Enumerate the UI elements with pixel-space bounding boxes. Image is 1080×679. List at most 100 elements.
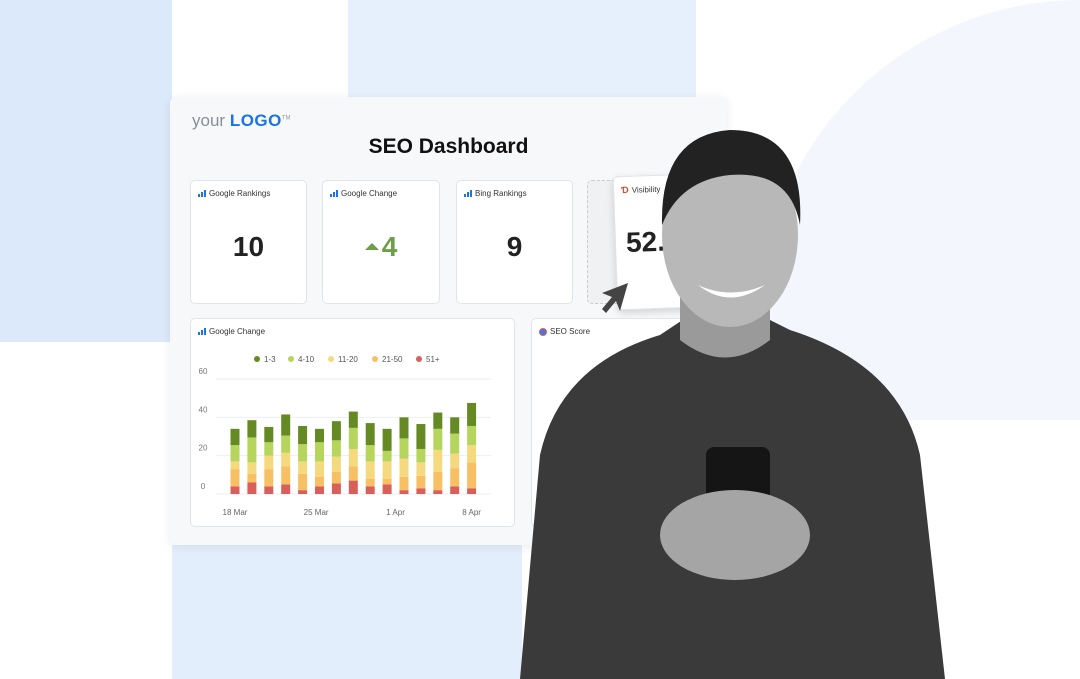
bar-segment xyxy=(433,471,443,491)
x-tick-label: 18 Mar xyxy=(223,508,248,517)
logo: your LOGOTM xyxy=(192,111,291,130)
bar-segment xyxy=(230,461,240,470)
bar-segment xyxy=(298,473,308,491)
bar-segment xyxy=(315,476,324,487)
bar-segment xyxy=(382,450,392,462)
bar-segment xyxy=(298,444,308,462)
legend-label: 21-50 xyxy=(382,355,403,364)
bar-segment xyxy=(382,484,392,494)
bar-segment xyxy=(365,423,375,446)
y-tick-label: 20 xyxy=(199,444,208,453)
bar-segment xyxy=(433,449,443,472)
card-google-change[interactable]: Google Change 4 xyxy=(322,180,440,304)
card-label: Bing Rankings xyxy=(475,189,527,198)
legend-label: 51+ xyxy=(426,355,440,364)
bar-segment xyxy=(264,469,274,487)
bar-segment xyxy=(230,445,240,462)
legend-marker xyxy=(416,356,422,362)
legend-marker xyxy=(328,356,334,362)
bar-segment xyxy=(331,456,341,472)
card-label: SEO Score xyxy=(550,327,591,336)
bar-segment xyxy=(416,448,426,463)
bar-segment xyxy=(230,428,240,446)
bar-segment xyxy=(331,421,341,441)
bar-segment xyxy=(365,478,375,487)
bar-segment xyxy=(416,475,426,489)
bar-segment xyxy=(247,462,257,474)
bar-segment xyxy=(433,412,443,429)
legend-marker xyxy=(288,356,294,362)
bar-segment xyxy=(281,484,291,494)
bar-segment xyxy=(467,488,477,494)
bar-segment xyxy=(365,486,375,494)
chart-title: Google Change xyxy=(209,327,266,336)
chart-card: Google Change 0 20 40 60 1-3 4-10 11-20 21-50 51… xyxy=(190,318,515,527)
x-tick-label: 8 Apr xyxy=(462,508,481,517)
bar-segment xyxy=(315,428,324,443)
bar-segment xyxy=(365,461,375,479)
bar-segment xyxy=(264,486,274,494)
bar-segment xyxy=(450,486,460,494)
bar-segment xyxy=(467,445,477,463)
bar-segment xyxy=(467,425,477,446)
bar-segment xyxy=(298,490,308,494)
bar-segment xyxy=(331,471,341,484)
person-photo xyxy=(520,130,945,679)
bg-block xyxy=(0,0,172,342)
bg-block xyxy=(172,545,522,679)
page-title: SEO Dashboard xyxy=(368,135,529,158)
legend-marker xyxy=(254,356,260,362)
bar-segment xyxy=(399,476,409,491)
bar-segment xyxy=(365,445,375,462)
card-label: Google Change xyxy=(341,189,398,198)
card-value: 4 xyxy=(381,231,398,262)
bar-segment xyxy=(247,437,257,463)
bar-segment xyxy=(281,414,291,436)
bar-segment xyxy=(433,490,443,494)
card-bing-rankings[interactable]: Bing Rankings 9 xyxy=(456,180,573,304)
bar-segment xyxy=(348,411,358,428)
x-tick-label: 1 Apr xyxy=(386,508,405,517)
bar-segment xyxy=(315,486,324,494)
x-tick-label: 25 Mar xyxy=(304,508,329,517)
bar-segment xyxy=(399,417,409,439)
bar-segment xyxy=(230,469,240,487)
bar-segment xyxy=(264,455,274,470)
bar-segment xyxy=(348,427,358,449)
card-google-rankings[interactable]: Google Rankings 10 xyxy=(190,180,307,304)
y-tick-label: 60 xyxy=(199,367,208,376)
legend-marker xyxy=(372,356,378,362)
y-tick-label: 0 xyxy=(201,482,206,491)
legend-label: 4-10 xyxy=(298,355,315,364)
bar-segment xyxy=(298,425,308,445)
stacked-bar-chart: 0 20 40 60 1-3 4-10 11-20 21-50 51+ 18 Mar 25 Mar 1… xyxy=(199,355,491,517)
bar-segment xyxy=(450,417,460,434)
bar-segment xyxy=(281,452,291,467)
bar-segment xyxy=(264,442,274,456)
bar-segment xyxy=(467,462,477,489)
bar-segment xyxy=(315,442,324,462)
bar-segment xyxy=(331,440,341,457)
arrow-up-icon xyxy=(364,243,379,250)
bar-segment xyxy=(399,438,409,459)
bar-segment xyxy=(382,478,392,485)
bar-segment xyxy=(348,466,358,481)
bar-segment xyxy=(450,433,460,454)
bar-segment xyxy=(416,424,426,449)
bar-segment xyxy=(450,468,460,487)
bar-segment xyxy=(247,473,257,483)
bar-segment xyxy=(467,402,477,426)
card-value: 9 xyxy=(506,231,523,262)
bar-segment xyxy=(399,490,409,494)
bar-segment xyxy=(281,435,291,453)
bar-chart-icon xyxy=(198,190,206,197)
legend-label: 1-3 xyxy=(264,355,276,364)
card-label: Google Rankings xyxy=(209,189,271,198)
bar-segment xyxy=(230,486,240,494)
bar-segment xyxy=(247,420,257,438)
bar-segment xyxy=(416,488,426,494)
bar-segment xyxy=(315,461,324,477)
bar-chart-icon xyxy=(330,190,338,197)
bar-segment xyxy=(348,448,358,467)
bar-segment xyxy=(416,462,426,476)
